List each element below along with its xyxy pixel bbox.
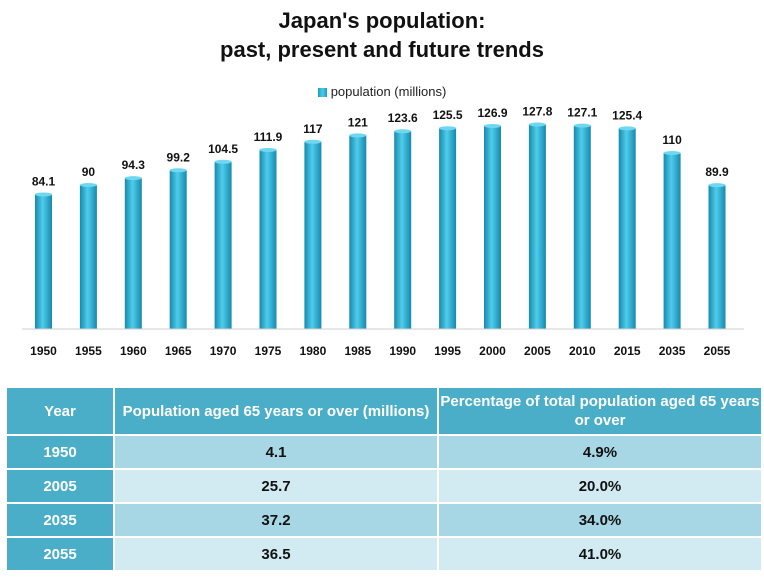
legend-label: population (millions) (330, 84, 447, 99)
bar-top-2055 (708, 183, 726, 188)
bar-top-2035 (663, 151, 681, 155)
bar-1955 (79, 185, 97, 329)
table-row: 2035 37.2 34.0% (7, 504, 761, 536)
bar-2035 (663, 153, 681, 329)
table-cell-population: 25.7 (115, 470, 437, 502)
bar-1970 (214, 161, 232, 329)
table-cell-year: 2035 (7, 504, 113, 536)
bar-top-1980 (304, 139, 322, 144)
bar-1960 (124, 178, 142, 329)
x-tick-label-2000: 2000 (479, 344, 506, 358)
table-header-row: Year Population aged 65 years or over (m… (7, 388, 761, 434)
bar-top-1955 (79, 183, 97, 187)
data-label-2015: 125.4 (612, 108, 642, 122)
bar-2055 (708, 185, 726, 329)
bar-top-1975 (259, 147, 277, 152)
x-tick-label-1950: 1950 (30, 344, 57, 358)
x-tick-label-1980: 1980 (300, 344, 327, 358)
x-tick-label-2015: 2015 (614, 344, 641, 358)
bars-group: 84.1 90 94.3 99.2 104.5 111.9 117 121 123.6 125.5… (32, 105, 729, 330)
data-label-2055: 89.9 (705, 165, 729, 179)
table-cell-percentage: 34.0% (439, 504, 761, 536)
x-tick-label-2055: 2055 (704, 344, 731, 358)
bar-top-2010 (573, 123, 591, 128)
table-cell-percentage: 4.9% (439, 436, 761, 468)
bar-2010 (573, 125, 591, 329)
data-label-2000: 126.9 (477, 106, 507, 120)
bar-top-2000 (484, 123, 501, 128)
aged-population-table: Year Population aged 65 years or over (m… (5, 386, 763, 572)
data-label-1965: 99.2 (167, 150, 191, 164)
chart-legend: population (millions) (0, 84, 764, 99)
data-label-2010: 127.1 (567, 106, 597, 120)
bar-top-1960 (124, 176, 142, 181)
bar-1975 (259, 149, 277, 329)
table-cell-population: 4.1 (115, 436, 437, 468)
table-row: 2055 36.5 41.0% (7, 538, 761, 570)
bar-1985 (349, 135, 367, 329)
bar-top-1950 (35, 192, 52, 197)
x-tick-label-1985: 1985 (344, 344, 371, 358)
data-label-1960: 94.3 (122, 158, 146, 172)
bar-1990 (394, 131, 412, 329)
bar-1980 (304, 141, 322, 329)
data-label-1950: 84.1 (32, 174, 56, 188)
data-label-1990: 123.6 (388, 111, 418, 125)
table-header-percentage-65: Percentage of total population aged 65 y… (439, 388, 761, 434)
x-tick-label-1970: 1970 (210, 344, 237, 358)
bar-top-1990 (394, 129, 412, 134)
chart-title-line-1: Japan's population: (278, 8, 486, 33)
chart-title: Japan's population: past, present and fu… (0, 6, 764, 64)
bar-1995 (439, 128, 457, 329)
table-header-year: Year (7, 388, 113, 434)
data-label-1985: 121 (348, 115, 368, 129)
x-tick-label-2010: 2010 (569, 344, 596, 358)
table-cell-year: 2055 (7, 538, 113, 570)
data-label-1970: 104.5 (208, 142, 238, 156)
bar-top-1970 (214, 159, 232, 164)
bar-2005 (528, 124, 546, 329)
table-cell-percentage: 20.0% (439, 470, 761, 502)
data-label-1980: 117 (303, 122, 323, 136)
bar-top-2015 (618, 126, 636, 131)
table-cell-year: 1950 (7, 436, 113, 468)
bar-top-2005 (528, 122, 546, 127)
table-cell-population: 37.2 (115, 504, 437, 536)
x-tick-label-1995: 1995 (434, 344, 461, 358)
bar-2000 (484, 125, 501, 330)
legend-swatch (317, 88, 327, 97)
table-row: 1950 4.1 4.9% (7, 436, 761, 468)
data-label-1975: 111.9 (254, 130, 283, 144)
x-tick-label-2035: 2035 (659, 344, 686, 358)
data-label-1955: 90 (82, 165, 96, 179)
x-tick-label-1960: 1960 (120, 344, 147, 358)
x-tick-label-1975: 1975 (255, 344, 282, 358)
chart-title-line-2: past, present and future trends (220, 37, 544, 62)
bar-1965 (169, 170, 187, 329)
table-cell-year: 2005 (7, 470, 113, 502)
x-tick-label-2005: 2005 (524, 344, 551, 358)
bar-top-1995 (439, 126, 457, 131)
table-row: 2005 25.7 20.0% (7, 470, 761, 502)
table-cell-population: 36.5 (115, 538, 437, 570)
data-label-2005: 127.8 (522, 105, 552, 119)
population-bar-chart: 84.1 90 94.3 99.2 104.5 111.9 117 121 123.6 125.5… (22, 105, 744, 358)
x-tick-label-1965: 1965 (165, 344, 192, 358)
x-tick-label-1955: 1955 (75, 344, 102, 358)
x-tick-label-1990: 1990 (389, 344, 416, 358)
x-axis-ticks: 1950 1955 1960 1965 1970 1975 1980 1985 1990 1995… (30, 344, 731, 358)
bar-2015 (618, 128, 636, 329)
bar-top-1965 (169, 168, 187, 173)
data-label-1995: 125.5 (433, 108, 463, 122)
bar-1950 (35, 194, 52, 329)
data-label-2035: 110 (662, 133, 682, 147)
table-cell-percentage: 41.0% (439, 538, 761, 570)
table-header-population-65: Population aged 65 years or over (millio… (115, 388, 437, 434)
bar-top-1985 (349, 133, 367, 138)
